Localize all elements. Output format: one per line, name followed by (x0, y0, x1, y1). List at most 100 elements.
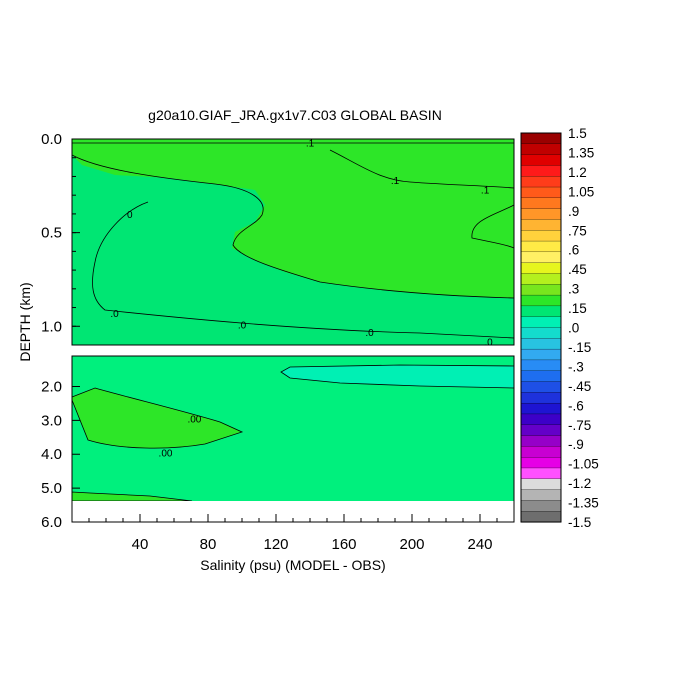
colorbar-swatch (520, 489, 562, 501)
colorbar-swatch (520, 392, 562, 404)
colorbar (520, 132, 562, 523)
upper-contour-band (71, 154, 515, 299)
colorbar-swatch (520, 186, 562, 199)
colorbar-label: .15 (568, 301, 587, 316)
contour-label: 0 (127, 210, 133, 221)
contour-label: .00 (159, 449, 173, 460)
upper-contour-labels: 0 .1 .1 .1 .0 .0 .0 .0 (110, 139, 493, 349)
colorbar-swatch (520, 294, 562, 307)
colorbar-swatch (520, 413, 562, 426)
lower-y-tick-label: 3.0 (41, 412, 62, 429)
x-tick-label: 120 (263, 536, 288, 553)
colorbar-label: 1.35 (568, 145, 594, 160)
colorbar-swatch (520, 208, 562, 220)
x-tick-label: 240 (467, 536, 492, 553)
colorbar-swatch (520, 316, 562, 329)
upper-zero-region (72, 155, 514, 345)
colorbar-swatch (520, 197, 562, 210)
colorbar-label: .9 (568, 204, 579, 219)
colorbar-label: .6 (568, 243, 579, 258)
colorbar-label: 1.5 (568, 126, 587, 141)
colorbar-swatch (520, 251, 562, 264)
colorbar-swatch (520, 230, 562, 242)
x-tick-label: 40 (132, 536, 149, 553)
colorbar-swatch (520, 132, 562, 145)
contour-label: .0 (484, 337, 493, 348)
colorbar-swatch (520, 165, 562, 177)
colorbar-swatch (520, 262, 562, 275)
lower-panel: .00 .00 (71, 355, 515, 523)
colorbar-label: -1.2 (568, 476, 591, 491)
contour-label: .1 (306, 139, 315, 150)
upper-y-ticks: 0.0 0.5 1.0 (41, 131, 80, 346)
colorbar-swatch (520, 273, 562, 285)
upper-contour-right-edge (471, 204, 515, 249)
colorbar-label: -.6 (568, 398, 584, 413)
x-tick-label: 200 (399, 536, 424, 553)
colorbar-swatch (520, 402, 562, 415)
lower-negative-band (280, 364, 515, 389)
colorbar-swatch (520, 338, 562, 350)
x-tick-label: 160 (331, 536, 356, 553)
colorbar-swatch (520, 446, 562, 458)
colorbar-swatch (520, 219, 562, 231)
contour-label: .00 (187, 415, 201, 426)
colorbar-swatch (520, 381, 562, 393)
x-ticks: 40 80 120 160 200 240 (88, 514, 498, 553)
colorbar-swatch (520, 435, 562, 447)
colorbar-swatch (520, 154, 562, 166)
colorbar-swatch (520, 359, 562, 372)
colorbar-swatch (520, 348, 562, 361)
contour-label: .0 (238, 320, 247, 331)
colorbar-swatch (520, 327, 562, 339)
colorbar-label: -.15 (568, 340, 591, 355)
colorbar-swatch (520, 305, 562, 318)
colorbar-label: .75 (568, 223, 587, 238)
colorbar-labels: 1.5 1.35 1.2 1.05 .9 .75 .6 .45 .3 .15 .0 -.15 -.3 -.… (568, 126, 599, 530)
colorbar-swatch (520, 284, 562, 296)
colorbar-label: 1.05 (568, 184, 594, 199)
lower-y-tick-label: 5.0 (41, 480, 62, 497)
lower-y-tick-label: 2.0 (41, 378, 62, 395)
colorbar-frame (520, 132, 562, 523)
upper-contour-right (329, 149, 515, 189)
upper-y-tick-label: 0.0 (41, 131, 62, 148)
upper-panel-frame (71, 138, 515, 346)
colorbar-label: -.75 (568, 418, 591, 433)
colorbar-label: -.9 (568, 437, 584, 452)
contour-label: .0 (365, 328, 374, 339)
lower-y-tick-label: 4.0 (41, 446, 62, 463)
colorbar-swatch (520, 467, 562, 480)
lower-positive-blob (71, 387, 244, 449)
colorbar-swatch (520, 370, 562, 383)
colorbar-label: .0 (568, 321, 579, 336)
upper-y-tick-label: 1.0 (41, 318, 62, 335)
colorbar-swatch (520, 240, 562, 253)
contour-label: .0 (110, 309, 119, 320)
colorbar-label: -.3 (568, 359, 584, 374)
lower-y-tick-label: 6.0 (41, 514, 62, 531)
y-axis-label: DEPTH (km) (17, 282, 33, 361)
lower-y-ticks: 2.0 3.0 4.0 5.0 6.0 (41, 378, 80, 531)
colorbar-label: -.45 (568, 379, 591, 394)
lower-contour-labels: .00 .00 (159, 415, 202, 460)
no-data-region (72, 501, 514, 522)
colorbar-label: .3 (568, 282, 579, 297)
colorbar-label: -1.35 (568, 496, 599, 511)
colorbar-swatch (520, 143, 562, 156)
chart-title: g20a10.GIAF_JRA.gx1v7.C03 GLOBAL BASIN (148, 107, 442, 123)
colorbar-label: 1.2 (568, 165, 587, 180)
colorbar-swatch (520, 500, 562, 512)
upper-y-tick-label: 0.5 (41, 225, 62, 242)
upper-contour-left (92, 201, 515, 339)
upper-panel: 0 .1 .1 .1 .0 .0 .0 .0 (71, 138, 515, 349)
colorbar-label: -1.05 (568, 457, 599, 472)
colorbar-swatch (520, 424, 562, 437)
colorbar-label: -1.5 (568, 515, 591, 530)
colorbar-swatch (520, 478, 562, 491)
colorbar-label: .45 (568, 262, 587, 277)
colorbar-swatch (520, 176, 562, 188)
x-tick-label: 80 (200, 536, 217, 553)
colorbar-swatch (520, 511, 562, 523)
